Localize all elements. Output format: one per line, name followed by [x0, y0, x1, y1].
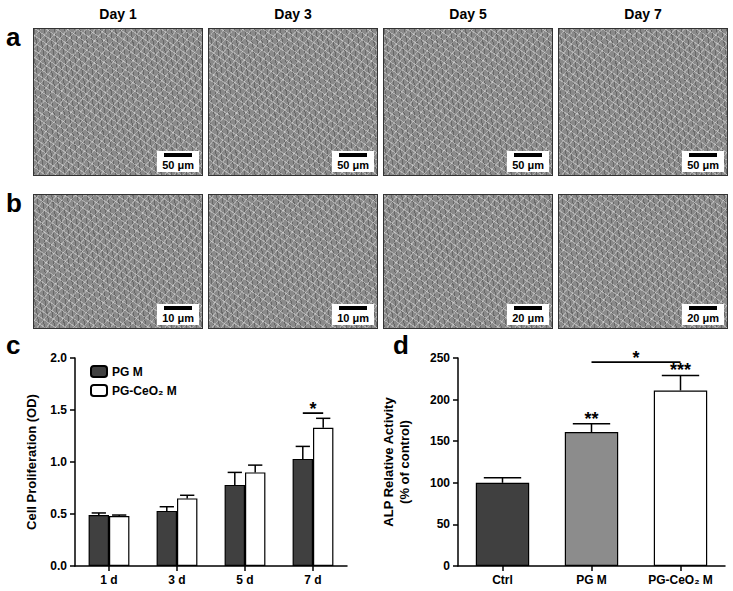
svg-text:1.5: 1.5	[50, 403, 67, 417]
svg-text:d: d	[393, 330, 409, 360]
html-text:20 μm: 20 μm	[687, 312, 719, 324]
svg-text:250: 250	[430, 351, 450, 365]
html-text:a: a	[6, 22, 21, 52]
svg-text:50: 50	[437, 517, 451, 531]
svg-text:*: *	[309, 399, 316, 419]
svg-text:(% of control): (% of control)	[397, 420, 412, 504]
svg-text:Ctrl: Ctrl	[492, 573, 513, 587]
svg-text:5 d: 5 d	[236, 573, 253, 587]
svg-text:100: 100	[430, 476, 450, 490]
svg-text:1.0: 1.0	[50, 455, 67, 469]
svg-text:0.5: 0.5	[50, 507, 67, 521]
html-text:20 μm: 20 μm	[512, 312, 544, 324]
svg-text:2.0: 2.0	[50, 351, 67, 365]
svg-text:PG M: PG M	[112, 365, 143, 379]
svg-text:200: 200	[430, 393, 450, 407]
svg-text:**: **	[584, 409, 598, 429]
svg-text:PG M: PG M	[576, 573, 607, 587]
html-text:Day 5: Day 5	[449, 6, 487, 22]
svg-text:PG-CeO₂ M: PG-CeO₂ M	[648, 573, 713, 587]
svg-text:ALP Relative Activity: ALP Relative Activity	[381, 397, 396, 527]
svg-text:1 d: 1 d	[100, 573, 117, 587]
svg-text:7 d: 7 d	[304, 573, 321, 587]
html-text:50 μm: 50 μm	[687, 159, 719, 171]
html-text:50 μm: 50 μm	[162, 159, 194, 171]
svg-text:0: 0	[443, 559, 450, 573]
svg-text:150: 150	[430, 434, 450, 448]
svg-text:PG-CeO₂ M: PG-CeO₂ M	[112, 384, 177, 398]
svg-text:***: ***	[670, 360, 691, 380]
svg-text:c: c	[6, 330, 20, 360]
html-text:50 μm: 50 μm	[512, 159, 544, 171]
svg-text:0.0: 0.0	[50, 559, 67, 573]
html-text:Day 7: Day 7	[624, 6, 662, 22]
html-text:Day 3: Day 3	[274, 6, 312, 22]
html-text:b: b	[6, 188, 22, 218]
svg-text:*: *	[632, 348, 639, 368]
html-text:Day 1: Day 1	[99, 6, 137, 22]
html-text:10 μm: 10 μm	[162, 312, 194, 324]
html-text:50 μm: 50 μm	[337, 159, 369, 171]
svg-text:Cell Proliferation (OD): Cell Proliferation (OD)	[24, 394, 39, 530]
svg-text:3 d: 3 d	[168, 573, 185, 587]
html-text:10 μm: 10 μm	[337, 312, 369, 324]
